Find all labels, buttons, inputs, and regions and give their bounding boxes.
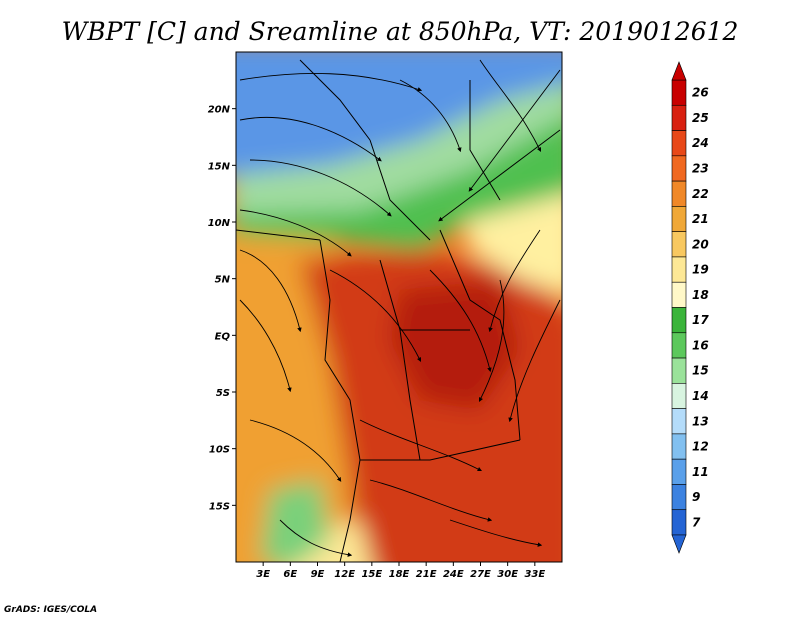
colorbar-label: 19 (692, 263, 709, 277)
colorbar-segment (671, 104, 687, 131)
colorbar-segment (671, 357, 687, 384)
lon-tick-label: 12E (334, 569, 355, 580)
colorbar-segment (671, 79, 687, 106)
colorbar: 26 25 24 23 22 21 20 19 18 17 16 15 14 13 12 11 9 7 (671, 61, 709, 554)
zone-cold-north (236, 52, 562, 175)
colorbar-segment (671, 307, 687, 334)
colorbar-label: 22 (692, 187, 709, 201)
colorbar-segment (671, 256, 687, 283)
zone-green-sw (260, 480, 330, 562)
colorbar-top-arrow (671, 61, 687, 81)
wbpt-field (236, 52, 562, 562)
lat-tick-label: 5S (216, 388, 230, 399)
colorbar-segment (671, 458, 687, 485)
colorbar-segment (671, 180, 687, 207)
colorbar-label: 15 (692, 364, 709, 378)
colorbar-label: 9 (692, 490, 700, 504)
streamlines (239, 59, 561, 557)
lat-tick-label: 10S (209, 445, 230, 456)
lon-tick-label: 18E (389, 569, 410, 580)
colorbar-label: 21 (692, 212, 709, 226)
lat-tick-label: 15N (208, 161, 231, 172)
colorbar-bottom-arrow (671, 534, 687, 554)
lon-tick-label: 6E (283, 569, 297, 580)
country-borders (236, 59, 521, 562)
lat-tick-label: 15S (209, 501, 230, 512)
colorbar-segment (671, 408, 687, 435)
lat-axis: 20N 15N 10N 5N EQ 5S 10S 15S (208, 105, 236, 512)
chart-title: WBPT [C] and Sreamline at 850hPa, VT: 20… (62, 17, 739, 46)
colorbar-label: 16 (692, 338, 709, 352)
colorbar-label: 7 (692, 515, 701, 529)
colorbar-segment (671, 484, 687, 511)
colorbar-segment (671, 509, 687, 536)
lon-tick-label: 21E (416, 569, 437, 580)
colorbar-segment (671, 231, 687, 258)
colorbar-label: 11 (692, 465, 709, 479)
zone-hottest-core (390, 280, 520, 410)
colorbar-segment (671, 332, 687, 359)
colorbar-label: 23 (692, 161, 709, 175)
lat-tick-label: 10N (208, 218, 231, 229)
lat-tick-label: 20N (208, 105, 231, 116)
colorbar-label: 17 (692, 313, 709, 327)
lon-axis: 3E 6E 9E 12E 15E 18E 21E 24E 27E 30E 33E (256, 562, 545, 580)
lon-tick-label: 24E (443, 569, 464, 580)
colorbar-label: 26 (692, 86, 709, 100)
lon-tick-label: 33E (524, 569, 545, 580)
lat-tick-label: EQ (215, 331, 231, 342)
colorbar-label: 13 (692, 414, 709, 428)
colorbar-segment (671, 206, 687, 232)
colorbar-segment (671, 130, 687, 157)
colorbar-label: 14 (692, 389, 709, 403)
lon-tick-label: 3E (256, 569, 270, 580)
colorbar-label: 18 (692, 288, 709, 302)
colorbar-segment (671, 155, 687, 182)
lat-tick-label: 5N (215, 275, 231, 286)
map-panel: 3E 6E 9E 12E 15E 18E 21E 24E 27E 30E 33E 20N 15N 10N… (208, 51, 563, 580)
lon-tick-label: 15E (361, 569, 382, 580)
colorbar-segment (671, 383, 687, 409)
colorbar-segment (671, 281, 687, 308)
colorbar-label: 24 (692, 136, 709, 150)
colorbar-label: 12 (692, 440, 709, 454)
colorbar-segment (671, 433, 687, 460)
colorbar-label: 25 (692, 111, 709, 125)
lon-tick-label: 9E (311, 569, 325, 580)
credit-label: GrADS: IGES/COLA (4, 605, 97, 615)
lon-tick-label: 27E (470, 569, 491, 580)
colorbar-label: 20 (692, 237, 709, 251)
lon-tick-label: 30E (497, 569, 518, 580)
